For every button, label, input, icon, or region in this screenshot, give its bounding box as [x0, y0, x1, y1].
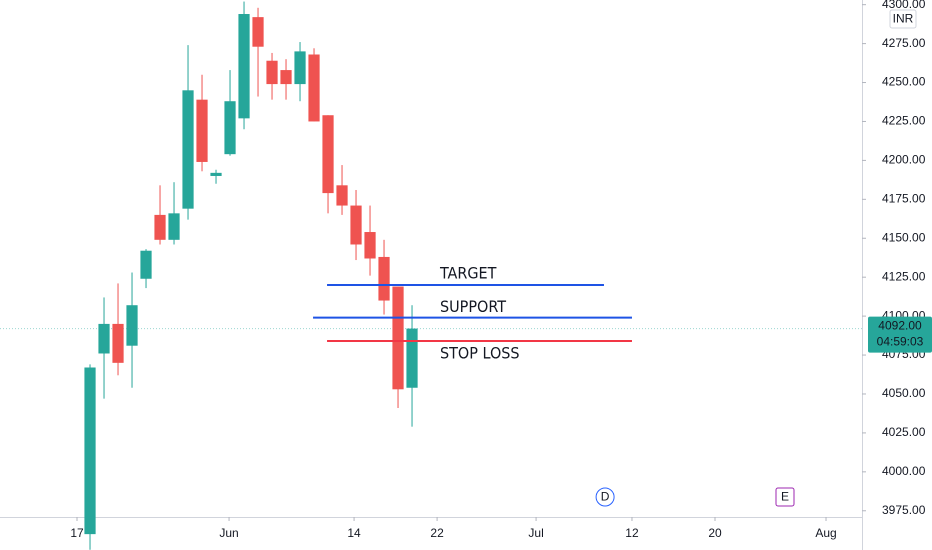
candle-body — [392, 286, 404, 390]
candle-body — [238, 14, 250, 119]
candle-body — [98, 323, 110, 354]
candle-body — [224, 101, 236, 155]
candle-body — [406, 328, 418, 388]
y-tick-label: 4300.00 — [882, 0, 926, 11]
y-tick-label: 3975.00 — [882, 503, 926, 517]
y-tick-label: 4200.00 — [882, 153, 926, 167]
level-label: STOP LOSS — [440, 344, 520, 363]
y-tick-label: 4150.00 — [882, 230, 926, 244]
candle-body — [210, 172, 222, 176]
candle-body — [350, 205, 362, 245]
last-price-label: 4092.00 — [878, 319, 922, 333]
candle-body — [322, 115, 334, 194]
candle-body — [154, 214, 166, 240]
event-marker — [775, 487, 795, 507]
candle-body — [140, 250, 152, 279]
candle-body — [168, 213, 180, 240]
event-label: E — [781, 490, 789, 504]
event-marker — [595, 487, 615, 507]
x-tick-label: 14 — [347, 526, 361, 540]
currency-box — [889, 9, 917, 29]
x-tick-label: 17 — [70, 526, 84, 540]
y-tick-label: 4250.00 — [882, 75, 926, 89]
y-tick-label: 4225.00 — [882, 114, 926, 128]
candle-body — [266, 60, 278, 85]
candle-body — [84, 367, 96, 535]
candle-body — [112, 323, 124, 363]
candle-body — [252, 17, 264, 47]
candle-body — [280, 70, 292, 85]
y-tick-label: 4125.00 — [882, 269, 926, 283]
x-tick-label: Aug — [815, 526, 836, 540]
x-tick-label: 22 — [430, 526, 444, 540]
candle-body — [378, 256, 390, 301]
candle-body — [364, 232, 376, 259]
candle-body — [196, 99, 208, 162]
x-tick-label: Jun — [219, 526, 238, 540]
y-tick-label: 4025.00 — [882, 425, 926, 439]
level-label: TARGET — [439, 263, 497, 282]
candle-body — [126, 305, 138, 346]
y-tick-label: 4050.00 — [882, 386, 926, 400]
candle-body — [308, 54, 320, 122]
x-tick-label: Jul — [528, 526, 543, 540]
countdown-label: 04:59:03 — [877, 335, 924, 349]
y-tick-label: 4000.00 — [882, 464, 926, 478]
currency-label: INR — [893, 12, 914, 26]
y-tick-label: 4175.00 — [882, 191, 926, 205]
x-tick-label: 12 — [625, 526, 639, 540]
candle-body — [182, 90, 194, 209]
x-tick-label: 20 — [708, 526, 722, 540]
event-label: D — [601, 490, 610, 504]
level-label: SUPPORT — [440, 297, 506, 316]
last-price-box — [868, 316, 932, 353]
candle-body — [336, 185, 348, 206]
y-tick-label: 4275.00 — [882, 36, 926, 50]
candle-body — [294, 51, 306, 85]
